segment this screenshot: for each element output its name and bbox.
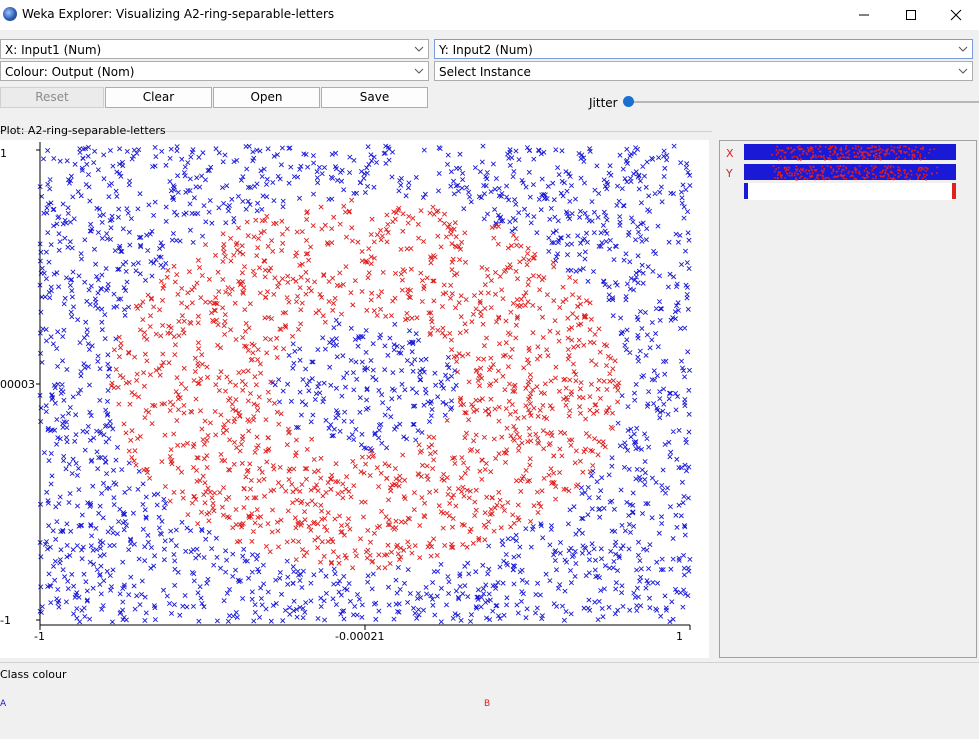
class-attribute-bar[interactable] (744, 183, 956, 200)
weka-app-icon (3, 7, 17, 21)
minimize-button[interactable] (841, 0, 887, 30)
save-button[interactable]: Save (321, 87, 428, 108)
chevron-down-icon (958, 68, 968, 74)
colour-value: Colour: Output (Nom) (5, 65, 135, 79)
x-bar-red-marks (771, 145, 936, 161)
x-axis-value: X: Input1 (Num) (5, 43, 102, 57)
jitter-slider-track[interactable] (625, 101, 979, 103)
x-tick-label-left: -1 (34, 630, 45, 643)
y-bar-red-marks (772, 165, 938, 181)
maximize-icon (906, 10, 916, 20)
clear-button[interactable]: Clear (105, 87, 212, 108)
close-button[interactable] (933, 0, 979, 30)
x-bar-label: X (726, 147, 734, 160)
scatter-points (37, 143, 693, 625)
class-colour-panel (0, 662, 979, 735)
class-b-label[interactable]: B (484, 699, 491, 709)
y-axis-value: Y: Input2 (Num) (439, 43, 533, 57)
maximize-button[interactable] (888, 0, 934, 30)
window-title: Weka Explorer: Visualizing A2-ring-separ… (22, 7, 335, 21)
class-a-marker (744, 183, 748, 199)
class-a-points (37, 143, 693, 625)
close-icon (950, 9, 962, 21)
instance-select[interactable]: Select Instance (434, 61, 973, 81)
open-button[interactable]: Open (213, 87, 320, 108)
class-a-label[interactable]: A (0, 699, 7, 709)
class-b-points (108, 197, 622, 571)
y-tick-label-mid: 00003 (0, 378, 35, 391)
y-tick-label-top: 1 (0, 147, 7, 160)
attribute-bars-panel: X Y (719, 140, 977, 658)
jitter-slider-thumb[interactable] (623, 96, 634, 107)
jitter-label: Jitter (589, 96, 618, 110)
colour-select[interactable]: Colour: Output (Nom) (0, 61, 429, 81)
x-axis-select[interactable]: X: Input1 (Num) (0, 39, 429, 59)
chevron-down-icon (414, 68, 424, 74)
attribute-bars[interactable] (720, 141, 976, 211)
reset-button[interactable]: Reset (0, 87, 104, 108)
class-b-marker (952, 183, 956, 199)
x-tick-label-mid: -0.00021 (335, 630, 385, 643)
minimize-icon (859, 14, 869, 16)
y-tick-label-bottom: -1 (0, 614, 11, 627)
bar-speckle (771, 145, 936, 161)
title-bar: Weka Explorer: Visualizing A2-ring-separ… (0, 0, 979, 30)
plot-panel-border (0, 131, 712, 662)
x-attribute-bar[interactable] (744, 144, 956, 160)
bar-speckle (772, 165, 938, 181)
scatter-plot[interactable] (0, 140, 709, 658)
chevron-down-icon (414, 46, 424, 52)
instance-value: Select Instance (439, 65, 531, 79)
plot-area[interactable]: 1 00003 -1 -1 -0.00021 1 (0, 140, 709, 658)
y-bar-label: Y (726, 167, 733, 180)
class-colour-caption: Class colour (0, 668, 67, 681)
chevron-down-icon (958, 46, 968, 52)
x-tick-label-right: 1 (676, 630, 683, 643)
y-axis-select[interactable]: Y: Input2 (Num) (434, 39, 973, 59)
plot-caption: Plot: A2-ring-separable-letters (0, 124, 166, 137)
